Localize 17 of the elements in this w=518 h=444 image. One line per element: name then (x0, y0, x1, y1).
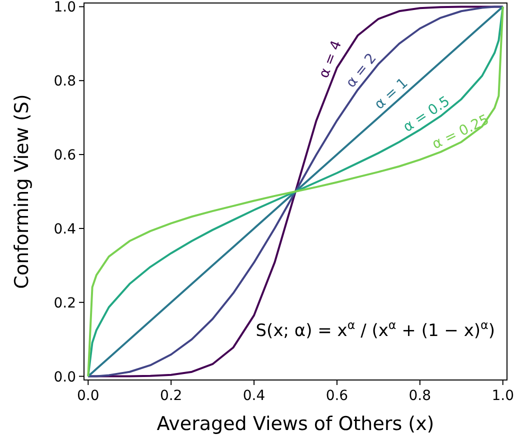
x-tick-label: 0.0 (77, 388, 100, 404)
x-tick-label: 0.4 (242, 388, 266, 404)
x-tick-label: 0.6 (326, 388, 348, 404)
y-tick-label: 0.4 (54, 221, 76, 238)
y-tick-label: 0.0 (54, 369, 76, 386)
y-tick-label: 0.2 (54, 295, 76, 312)
x-tick-label: 0.8 (408, 388, 432, 404)
y-tick-label: 0.6 (54, 148, 76, 164)
x-tick-label: 1.0 (492, 388, 514, 404)
y-axis-title: Conforming View (S) (11, 94, 33, 289)
y-tick-label: 1.0 (54, 0, 76, 16)
annotation: S(x; α) = x$^{α}$ / (x$^{α}$ + (1 − x)$^{α}$) (256, 318, 495, 341)
text: α = 4 (316, 38, 346, 80)
y-tick-label: 0.8 (54, 74, 76, 90)
line-series (87, 6, 504, 378)
x-axis-title: Averaged Views of Others (x) (156, 413, 434, 435)
x-tick-label: 0.2 (160, 388, 182, 404)
